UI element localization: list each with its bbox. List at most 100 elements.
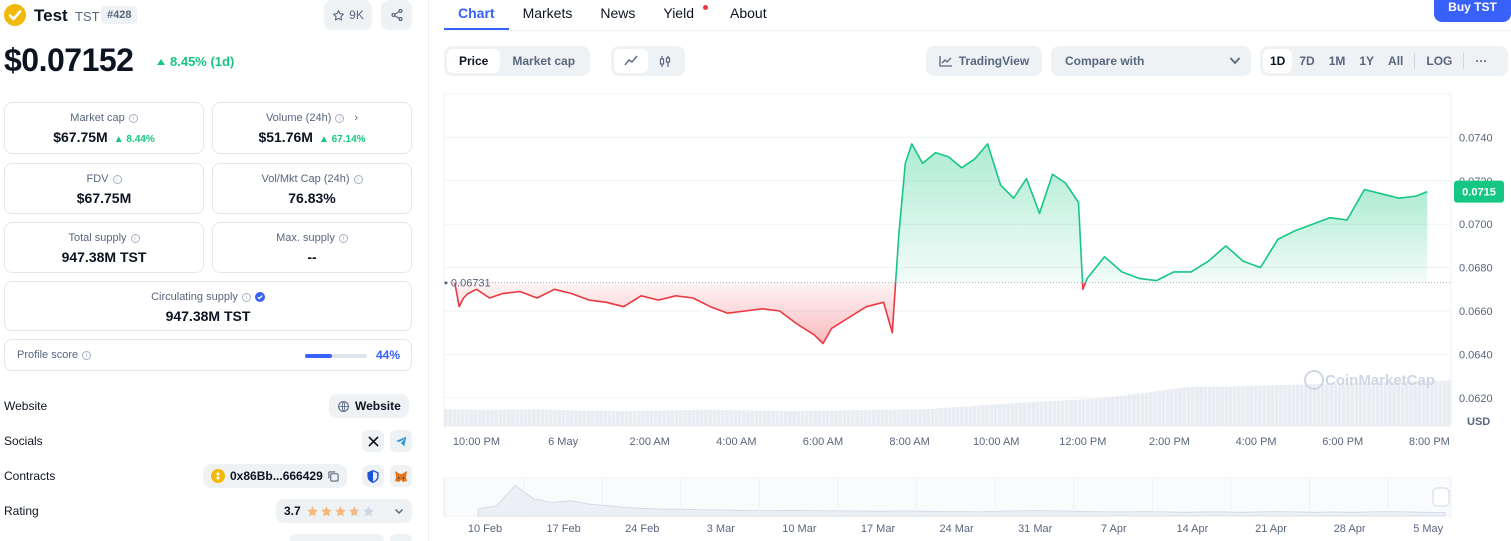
profile-score-label: Profile score: [17, 349, 79, 361]
audit-shield-button[interactable]: [362, 465, 384, 487]
volume-bar: [1081, 399, 1086, 426]
volume-bar: [1421, 381, 1426, 426]
volume-bar: [1438, 380, 1443, 426]
price-line-down: [1081, 282, 1087, 291]
tab-markets[interactable]: Markets: [522, 5, 573, 21]
chevron-down-icon: [1229, 57, 1241, 65]
buy-button[interactable]: Buy TST: [1434, 0, 1511, 22]
watchlist-count: 9K: [349, 8, 364, 22]
info-icon[interactable]: i: [335, 113, 345, 123]
volume-bar: [1341, 383, 1346, 426]
metamask-button[interactable]: [390, 465, 412, 487]
volume-bar: [897, 409, 901, 426]
tab-about[interactable]: About: [730, 5, 767, 21]
candlestick-button[interactable]: [648, 49, 682, 73]
price-change-1d: 8.45% (1d): [157, 54, 234, 69]
info-icon[interactable]: i: [338, 233, 348, 243]
volume-bar: [750, 410, 754, 426]
info-icon[interactable]: i: [353, 174, 363, 184]
volume-bar: [901, 409, 906, 426]
volume-bar: [1329, 383, 1334, 426]
website-button[interactable]: Website: [329, 394, 409, 418]
range-all[interactable]: All: [1388, 54, 1404, 68]
volume-bar: [695, 409, 700, 426]
tradingview-button[interactable]: TradingView: [926, 46, 1042, 76]
tab-news[interactable]: News: [600, 5, 636, 21]
volume-bar: [611, 410, 616, 426]
log-scale-toggle[interactable]: LOG: [1426, 54, 1453, 68]
volume-bar: [1220, 386, 1224, 426]
volume-bar: [767, 410, 771, 426]
telegram-button[interactable]: [390, 430, 412, 452]
telegram-icon: [395, 436, 406, 446]
partial-row-button[interactable]: [290, 534, 384, 541]
line-chart-button[interactable]: [614, 49, 648, 73]
volume-bar: [1182, 387, 1187, 426]
share-button[interactable]: [381, 0, 412, 30]
more-options-button[interactable]: ···: [1475, 54, 1488, 68]
tab-yield[interactable]: Yield: [649, 0, 716, 30]
x-tick-label: 8:00 AM: [889, 436, 929, 448]
volume-bar: [775, 410, 780, 426]
shield-icon: [367, 469, 379, 483]
volume-bar: [1270, 385, 1275, 426]
price-chart[interactable]: 0.07400.07200.07000.06800.06600.06400.06…: [430, 90, 1511, 541]
volume-box[interactable]: Volume (24h) i › $51.76M ▲ 67.14%: [212, 102, 412, 154]
fdv-box: FDV i $67.75M: [4, 163, 204, 214]
range-1m[interactable]: 1M: [1328, 54, 1346, 68]
info-icon[interactable]: i: [241, 292, 251, 302]
contract-address: 0x86Bb...666429: [230, 469, 323, 483]
volume-bar: [1257, 385, 1262, 426]
volume-bar: [1132, 394, 1136, 426]
volume-bar: [683, 410, 687, 426]
tab-chart[interactable]: Chart: [444, 0, 509, 30]
range-1d[interactable]: 1D: [1263, 49, 1293, 73]
volume-bar: [506, 409, 511, 426]
volume-bar: [532, 409, 536, 426]
profile-score-box[interactable]: Profile score i 44%: [4, 339, 412, 371]
market-cap-tab[interactable]: Market cap: [512, 54, 576, 68]
contract-address-button[interactable]: 0x86Bb...666429: [203, 464, 347, 488]
info-icon[interactable]: i: [82, 350, 92, 360]
y-tick-label: 0.0680: [1459, 263, 1493, 275]
volume-bar: [1023, 402, 1027, 426]
navigator-tick-label: 24 Feb: [625, 523, 659, 535]
volume-bar: [859, 410, 864, 426]
copy-icon[interactable]: [328, 470, 339, 482]
info-icon[interactable]: i: [112, 174, 122, 184]
volume-bar: [548, 409, 553, 426]
volume-bar: [1291, 384, 1296, 426]
volume-bar: [1358, 382, 1363, 426]
volume-bar: [1048, 401, 1052, 426]
rating-dropdown[interactable]: 3.7: [276, 499, 412, 523]
volume-bar: [1195, 386, 1199, 426]
range-1y[interactable]: 1Y: [1359, 54, 1375, 68]
volume-bar: [1094, 398, 1099, 426]
volume-bar: [561, 410, 566, 426]
volume-bar: [1371, 382, 1375, 426]
volume-bar: [737, 410, 742, 426]
rating-star-icon: [362, 505, 374, 516]
watchlist-button[interactable]: 9K: [324, 0, 372, 30]
partial-row-icon-button[interactable]: [390, 534, 412, 541]
volume-bar: [876, 409, 880, 426]
volume-bar: [1039, 401, 1044, 426]
circulating-supply-box: Circulating supply i 947.38M TST: [4, 281, 412, 331]
volume-bar: [540, 409, 545, 426]
volume-bar: [1237, 386, 1241, 426]
volume-bar: [733, 410, 738, 426]
volume-bar: [1027, 402, 1031, 426]
volume-bar: [1350, 383, 1354, 426]
market-cap-value: $67.75M: [53, 129, 108, 145]
volume-bar: [809, 410, 813, 426]
range-divider: [1463, 53, 1465, 69]
volume-bar: [993, 404, 998, 426]
price-tab[interactable]: Price: [447, 49, 501, 73]
range-7d[interactable]: 7D: [1299, 54, 1315, 68]
info-icon[interactable]: i: [130, 233, 140, 243]
coin-price: $0.07152: [4, 42, 134, 78]
info-icon[interactable]: i: [128, 113, 138, 123]
volume-bar: [595, 410, 599, 426]
x-twitter-button[interactable]: [362, 430, 384, 452]
compare-dropdown[interactable]: Compare with: [1051, 46, 1251, 76]
